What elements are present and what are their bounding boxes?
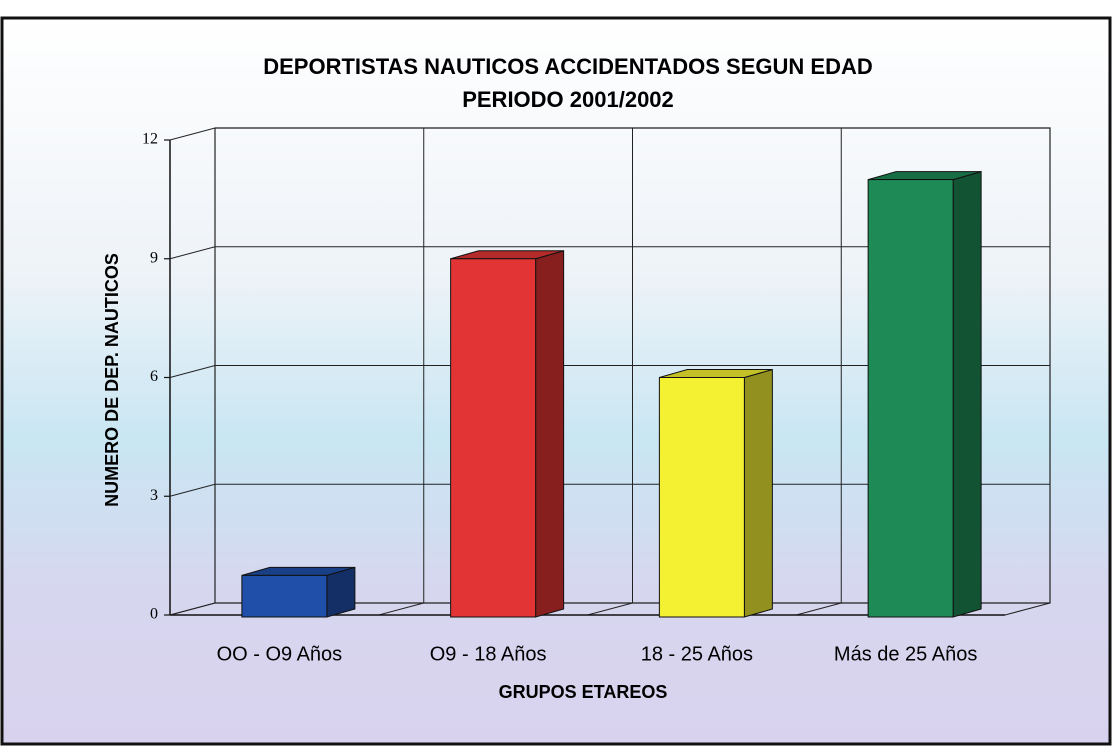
- bar: [450, 258, 537, 618]
- x-tick-label: O9 - 18 Años: [430, 643, 547, 665]
- floor-divider: [378, 602, 424, 616]
- bar-side: [326, 566, 356, 618]
- chart-subtitle: PERIODO 2001/2002: [462, 87, 674, 112]
- bar: [658, 377, 745, 618]
- y-tick-label: 3: [150, 487, 158, 504]
- x-tick-label: Más de 25 Años: [834, 643, 977, 665]
- bar: [241, 574, 328, 618]
- grid-line: [169, 127, 1050, 141]
- chart-title: DEPORTISTAS NAUTICOS ACCIDENTADOS SEGUN …: [263, 54, 873, 79]
- grid-line: [169, 365, 1050, 378]
- bar-side: [535, 250, 565, 618]
- floor-divider: [796, 602, 842, 616]
- y-axis-title: NUMERO DE DEP. NAUTICOS: [102, 253, 122, 507]
- y-tick-label: 9: [150, 249, 158, 266]
- bar-side: [952, 170, 982, 618]
- floor-divider: [587, 602, 633, 616]
- x-axis-title: GRUPOS ETAREOS: [499, 682, 668, 702]
- y-tick-label: 12: [142, 131, 158, 148]
- x-tick-label: OO - O9 Años: [217, 643, 343, 665]
- y-tick-label: 6: [150, 368, 158, 385]
- x-tick-label: 18 - 25 Años: [641, 643, 753, 665]
- grid-line: [169, 246, 1050, 260]
- bar-side: [743, 368, 773, 618]
- bar: [867, 179, 954, 618]
- y-tick-label: 0: [150, 606, 158, 623]
